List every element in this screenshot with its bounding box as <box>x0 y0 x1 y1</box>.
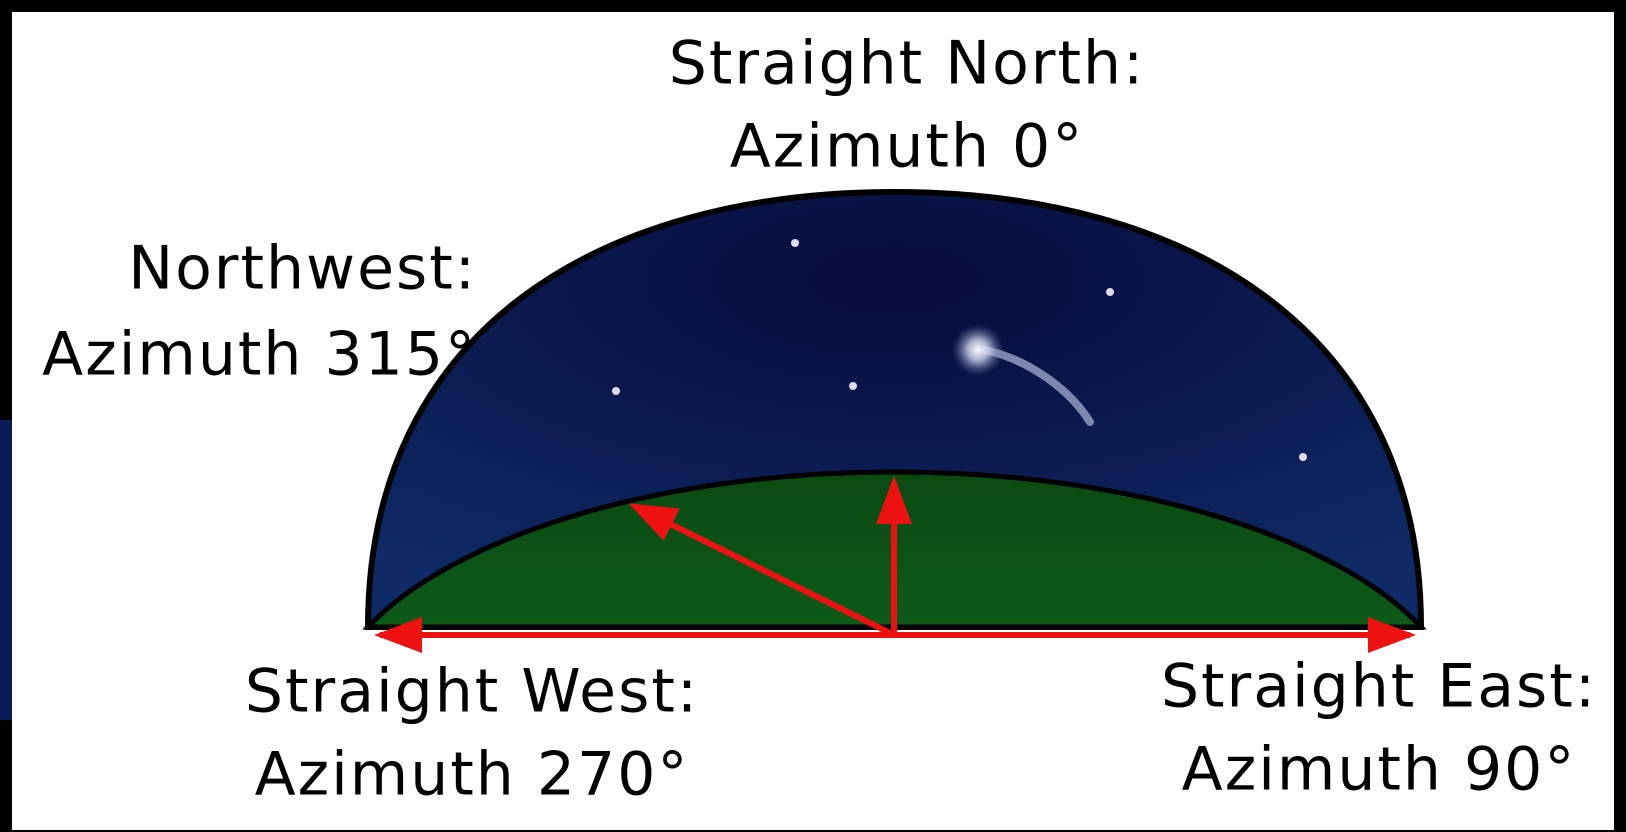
north-azimuth: Azimuth 0° <box>730 112 1084 182</box>
east-direction: Straight East: <box>1161 652 1597 722</box>
arrows <box>374 476 1416 653</box>
comet <box>952 324 1004 376</box>
northwest-azimuth: Azimuth 315° <box>42 320 477 390</box>
star <box>1299 453 1307 461</box>
star <box>1106 288 1114 296</box>
star <box>612 387 620 395</box>
star <box>849 382 857 390</box>
northwest-direction: Northwest: <box>128 234 477 304</box>
east-azimuth: Azimuth 90° <box>1182 735 1577 805</box>
west-direction: Straight West: <box>245 657 699 727</box>
west-azimuth: Azimuth 270° <box>255 740 690 810</box>
north-direction: Straight North: <box>669 29 1145 99</box>
arrow-northwest <box>628 503 896 638</box>
edge-strip <box>0 420 12 720</box>
star <box>791 239 799 247</box>
